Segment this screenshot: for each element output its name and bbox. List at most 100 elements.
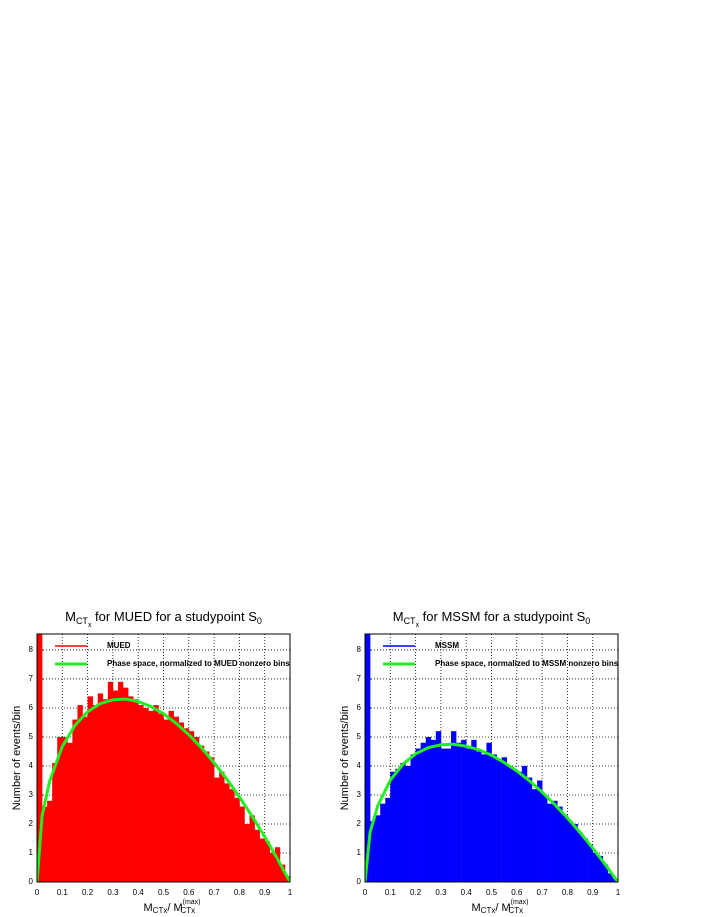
phase-space-curve [365,742,618,882]
bar [52,763,58,882]
x-tick-label: 0.9 [587,888,599,897]
x-tick-label: 0.7 [209,888,221,897]
bar [521,765,528,882]
x-label-part: / M [495,902,510,914]
bar [128,696,134,882]
bar [440,748,447,882]
legend-label: MSSM [435,641,459,650]
bar [82,716,88,882]
bar [163,719,169,882]
title-part: for MUED for a studypoint S [91,609,257,624]
bar [516,771,523,882]
title-part: M [65,609,76,624]
bar [471,739,477,882]
y-tick-label: 5 [357,732,362,741]
bar [577,832,583,882]
x-axis-label: MCTx/ M(max) CTx [144,899,201,915]
bar [57,736,63,882]
x-label-part: CTx [153,906,168,915]
frame [364,633,619,883]
x-tick-label: 1 [288,888,293,897]
x-tick-label: 0.2 [410,888,422,897]
bar [77,705,83,882]
bar [370,821,376,882]
bar [526,777,533,882]
bar [279,864,286,882]
x-tick-label: 0.7 [537,888,549,897]
y-tick-label: 0 [357,877,362,886]
bar [259,838,265,882]
y-axis-label: Number of events/bin [339,706,351,811]
plot: MCTx for MUED for a studypoint S00123456… [11,609,293,915]
bar [264,841,271,882]
bar [511,768,518,882]
bar [552,800,558,882]
x-tick-label: 0.4 [133,888,145,897]
bar [400,763,406,882]
bar [405,765,411,882]
title-part: x [88,622,92,629]
bar [587,844,593,882]
bar [188,731,195,882]
x-tick-label: 0.4 [461,888,473,897]
y-tick-label: 4 [29,761,34,770]
x-tick-label: 0.8 [562,888,574,897]
title-part: CT [76,616,88,626]
bar [42,806,48,882]
bar [274,847,281,882]
bar [254,829,260,882]
y-tick-label: 8 [357,645,362,654]
bar [557,806,563,882]
bar [430,739,437,882]
bar [214,777,220,882]
y-tick-label: 3 [29,790,34,799]
y-tick-label: 7 [29,674,34,683]
y-axis-label: Number of events/bin [11,706,23,811]
phase-space-curve [37,697,290,882]
bar [198,745,205,882]
x-label-part: (max) [183,899,201,906]
frame [36,633,291,883]
x-tick-label: 0.3 [107,888,119,897]
bar [425,736,432,882]
title-part: for MSSM for a studypoint S [419,609,586,624]
bar [249,815,255,882]
bar [491,754,497,882]
bar [143,707,149,882]
legend-label: Phase space, normalized to MSSM nonzero … [435,659,619,668]
bar [107,681,114,882]
bar [269,852,276,882]
y-tick-label: 0 [29,877,34,886]
bar [244,823,250,882]
bar [537,780,543,882]
x-tick-label: 0.6 [183,888,195,897]
bar [47,800,53,882]
bar [597,855,604,882]
bar [476,751,482,882]
bar [607,873,614,882]
x-label-part: CTx [181,906,196,915]
bar [602,864,609,882]
bar [451,731,457,882]
bar [395,768,401,882]
x-label-part: CTx [509,906,524,915]
bar [592,852,599,882]
bar [112,690,119,882]
bar [239,806,245,882]
bar [435,731,442,882]
y-tick-label: 1 [357,848,362,857]
x-tick-label: 0 [363,888,368,897]
bar [87,696,93,882]
bar [365,634,371,882]
title-part: CT [404,616,416,626]
bar [445,748,452,882]
bar [380,803,386,882]
y-tick-label: 2 [29,819,34,828]
bar [501,757,507,882]
y-tick-label: 5 [29,732,34,741]
y-tick-label: 3 [357,790,362,799]
x-tick-label: 0.9 [259,888,271,897]
bar [385,797,391,882]
title-part: M [393,609,404,624]
